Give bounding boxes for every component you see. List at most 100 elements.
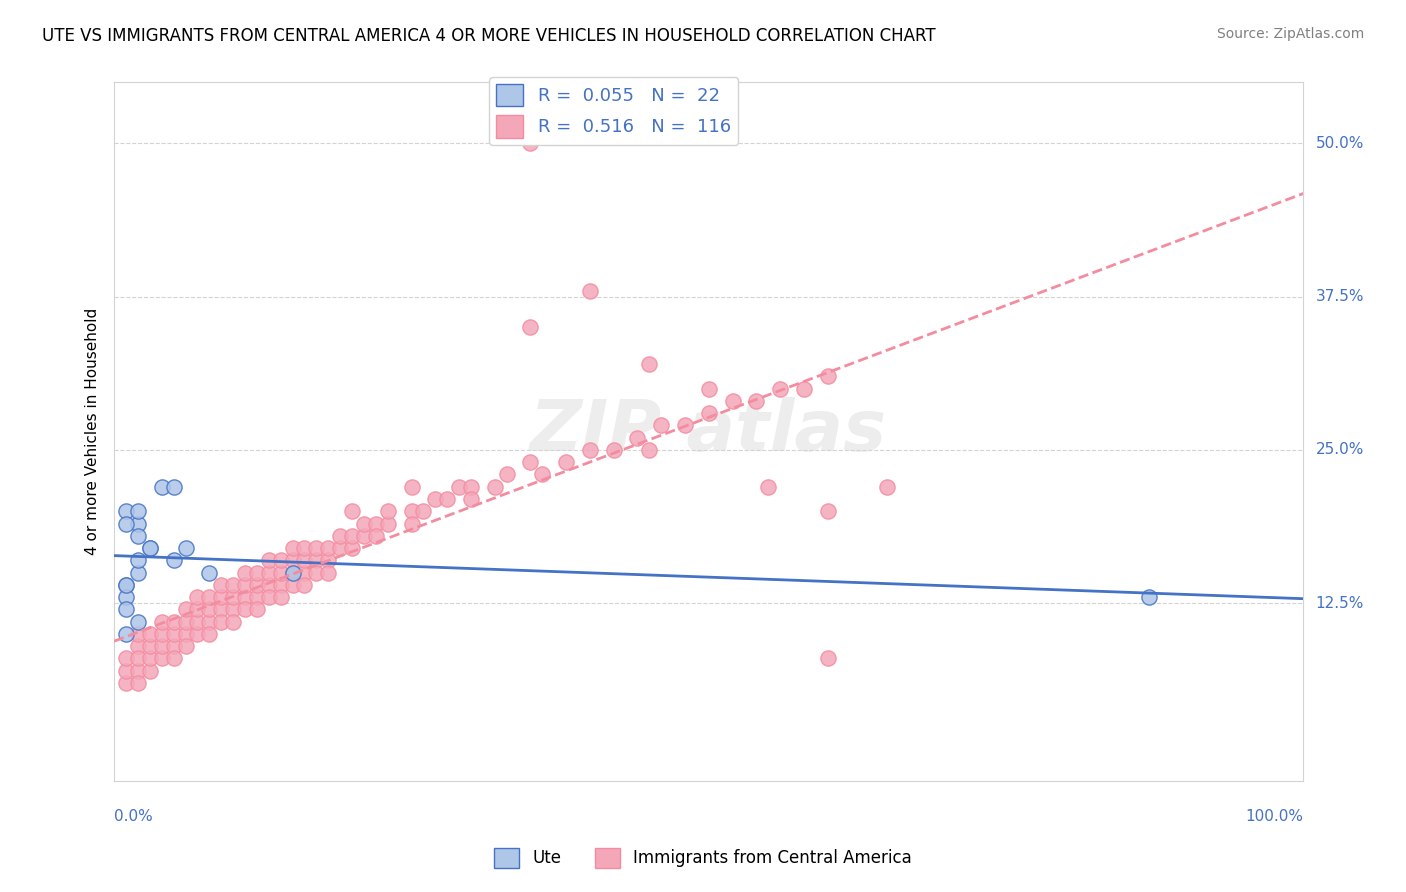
Point [305, 566, 328, 580]
Point [209, 578, 232, 592]
Point [436, 491, 458, 506]
Point [163, 615, 186, 629]
Text: 25.0%: 25.0% [1316, 442, 1364, 458]
Point [198, 566, 221, 580]
Point [579, 442, 602, 457]
Point [139, 651, 162, 665]
Point [115, 627, 138, 641]
Point [495, 467, 517, 482]
Point [294, 578, 316, 592]
Point [163, 639, 186, 653]
Point [340, 541, 363, 555]
Point [519, 455, 541, 469]
Point [198, 602, 221, 616]
Point [626, 431, 648, 445]
Text: ZIP atlas: ZIP atlas [530, 397, 887, 467]
Point [579, 284, 602, 298]
Point [163, 627, 186, 641]
Point [401, 504, 423, 518]
Point [246, 566, 269, 580]
Point [233, 578, 256, 592]
Point [222, 590, 245, 604]
Point [150, 627, 173, 641]
Point [519, 136, 541, 151]
Point [127, 553, 149, 567]
Point [127, 639, 149, 653]
Point [150, 651, 173, 665]
Point [638, 442, 661, 457]
Point [340, 504, 363, 518]
Point [150, 480, 173, 494]
Point [602, 442, 624, 457]
Point [281, 566, 304, 580]
Point [460, 480, 482, 494]
Point [222, 602, 245, 616]
Point [209, 602, 232, 616]
Text: 50.0%: 50.0% [1316, 136, 1364, 151]
Point [353, 529, 375, 543]
Point [817, 369, 839, 384]
Point [294, 566, 316, 580]
Point [329, 529, 352, 543]
Point [198, 615, 221, 629]
Point [316, 566, 339, 580]
Point [186, 602, 208, 616]
Point [745, 393, 768, 408]
Point [721, 393, 744, 408]
Point [127, 566, 149, 580]
Point [222, 615, 245, 629]
Point [257, 553, 280, 567]
Point [270, 590, 292, 604]
Point [673, 418, 696, 433]
Text: 37.5%: 37.5% [1316, 289, 1364, 304]
Point [127, 627, 149, 641]
Point [697, 406, 720, 420]
Point [1137, 590, 1160, 604]
Point [115, 664, 138, 678]
Point [163, 553, 186, 567]
Point [257, 590, 280, 604]
Point [412, 504, 434, 518]
Point [150, 615, 173, 629]
Point [115, 651, 138, 665]
Point [305, 541, 328, 555]
Point [139, 541, 162, 555]
Point [353, 516, 375, 531]
Point [186, 627, 208, 641]
Point [127, 651, 149, 665]
Point [364, 529, 387, 543]
Point [115, 578, 138, 592]
Point [377, 504, 399, 518]
Point [340, 529, 363, 543]
Point [817, 504, 839, 518]
Point [174, 541, 197, 555]
Point [484, 480, 506, 494]
Point [246, 590, 269, 604]
Point [127, 516, 149, 531]
Point [316, 553, 339, 567]
Point [555, 455, 578, 469]
Point [163, 480, 186, 494]
Point [793, 382, 815, 396]
Point [127, 529, 149, 543]
Point [697, 382, 720, 396]
Point [519, 320, 541, 334]
Point [876, 480, 898, 494]
Point [115, 578, 138, 592]
Point [257, 578, 280, 592]
Text: 0.0%: 0.0% [114, 809, 153, 824]
Point [139, 627, 162, 641]
Point [401, 516, 423, 531]
Point [638, 357, 661, 371]
Point [270, 553, 292, 567]
Point [127, 676, 149, 690]
Point [364, 516, 387, 531]
Point [460, 491, 482, 506]
Point [281, 553, 304, 567]
Point [401, 480, 423, 494]
Point [294, 541, 316, 555]
Point [316, 541, 339, 555]
Text: 12.5%: 12.5% [1316, 596, 1364, 611]
Point [186, 615, 208, 629]
Point [233, 590, 256, 604]
